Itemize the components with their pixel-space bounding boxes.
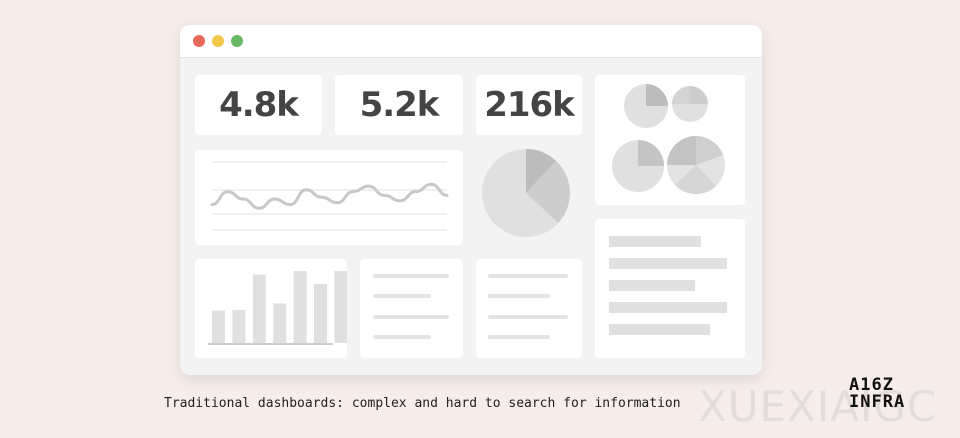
a16z-infra-logo: A16Z INFRA [849,377,905,411]
pie-slice [526,160,570,224]
text-placeholder [609,302,727,313]
text-placeholder [488,294,550,298]
stat-value: 216k [484,85,575,125]
text-placeholder [373,274,449,278]
logo-line-2: INFRA [849,392,906,412]
line-chart-card [195,150,463,245]
text-placeholder [488,315,568,319]
text-placeholder [609,258,727,269]
mini-pie-1-slice [646,84,668,106]
text-placeholder [373,315,449,319]
minimize-button[interactable] [212,35,224,47]
text-card-2 [476,259,582,358]
text-placeholder [488,274,568,278]
bar [273,303,287,343]
text-placeholder [373,335,431,339]
pie-grid [612,84,725,194]
bar [212,310,225,343]
mini-pie-4-slice-c [675,165,716,194]
window-titlebar [180,25,762,58]
line-series [210,182,449,210]
text-placeholder [609,236,701,247]
line-chart [210,161,449,231]
close-button[interactable] [193,35,205,47]
logo-line-1: A16Z [849,375,894,395]
text-placeholder [488,335,550,339]
text-card-1 [360,259,463,358]
maximize-button[interactable] [231,35,243,47]
pie-slice [526,149,557,193]
stat-card-2: 5.2k [335,75,463,135]
big-pie-chart [482,149,570,237]
text-placeholder [609,324,710,335]
pie-grid-card [595,75,745,205]
mini-pie-2-slice-b [672,86,690,104]
caption: Traditional dashboards: complex and hard… [164,396,681,411]
text-placeholder [609,280,695,291]
stat-value: 5.2k [359,85,440,125]
watermark: XUEXIAIGC [698,382,938,431]
mini-pie-4-slice-a [696,136,723,165]
bar-chart [208,271,347,345]
text-list-card [595,219,745,358]
dashboard-window: 4.8k 5.2k 216k [180,25,762,375]
bar [293,271,307,343]
bar [314,283,327,343]
bar [334,271,347,343]
mini-pie-4-slice-b [667,136,696,165]
mini-pie-2-slice-a [690,86,708,104]
text-placeholder [373,294,431,298]
bar-chart-card [195,259,347,358]
bar [252,274,266,343]
mini-pie-3-slice [638,140,664,166]
pie-slice [482,149,559,237]
bar [232,309,246,343]
stat-card-3: 216k [476,75,582,135]
stat-card-1: 4.8k [195,75,322,135]
stat-value: 4.8k [219,85,299,125]
